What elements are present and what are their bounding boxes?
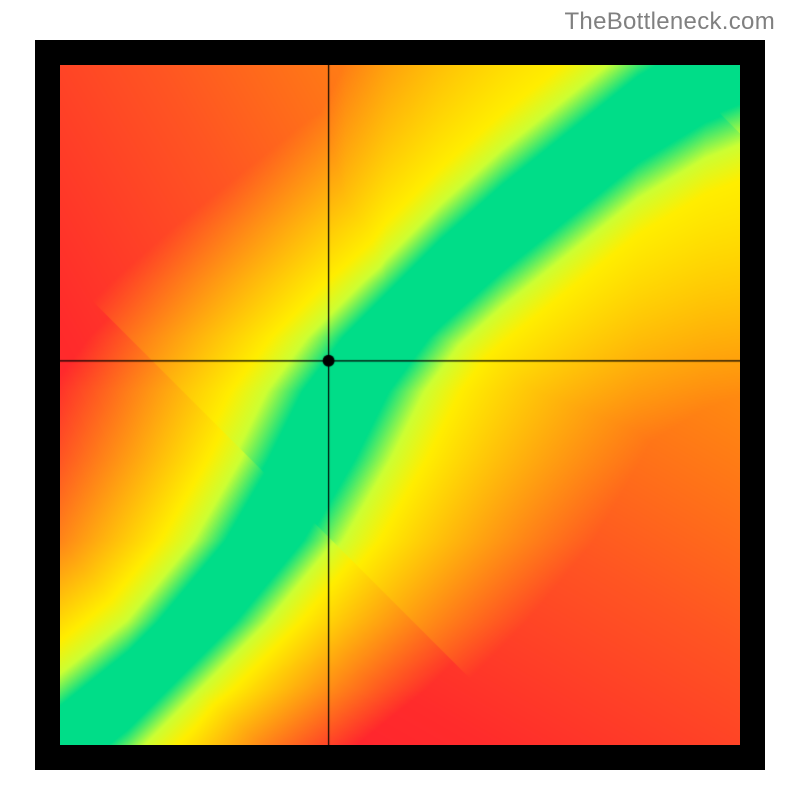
plot-area: [60, 65, 740, 745]
heatmap-canvas: [60, 65, 740, 745]
watermark-text: TheBottleneck.com: [564, 8, 775, 36]
chart-container: { "watermark": "TheBottleneck.com", "can…: [0, 0, 800, 800]
